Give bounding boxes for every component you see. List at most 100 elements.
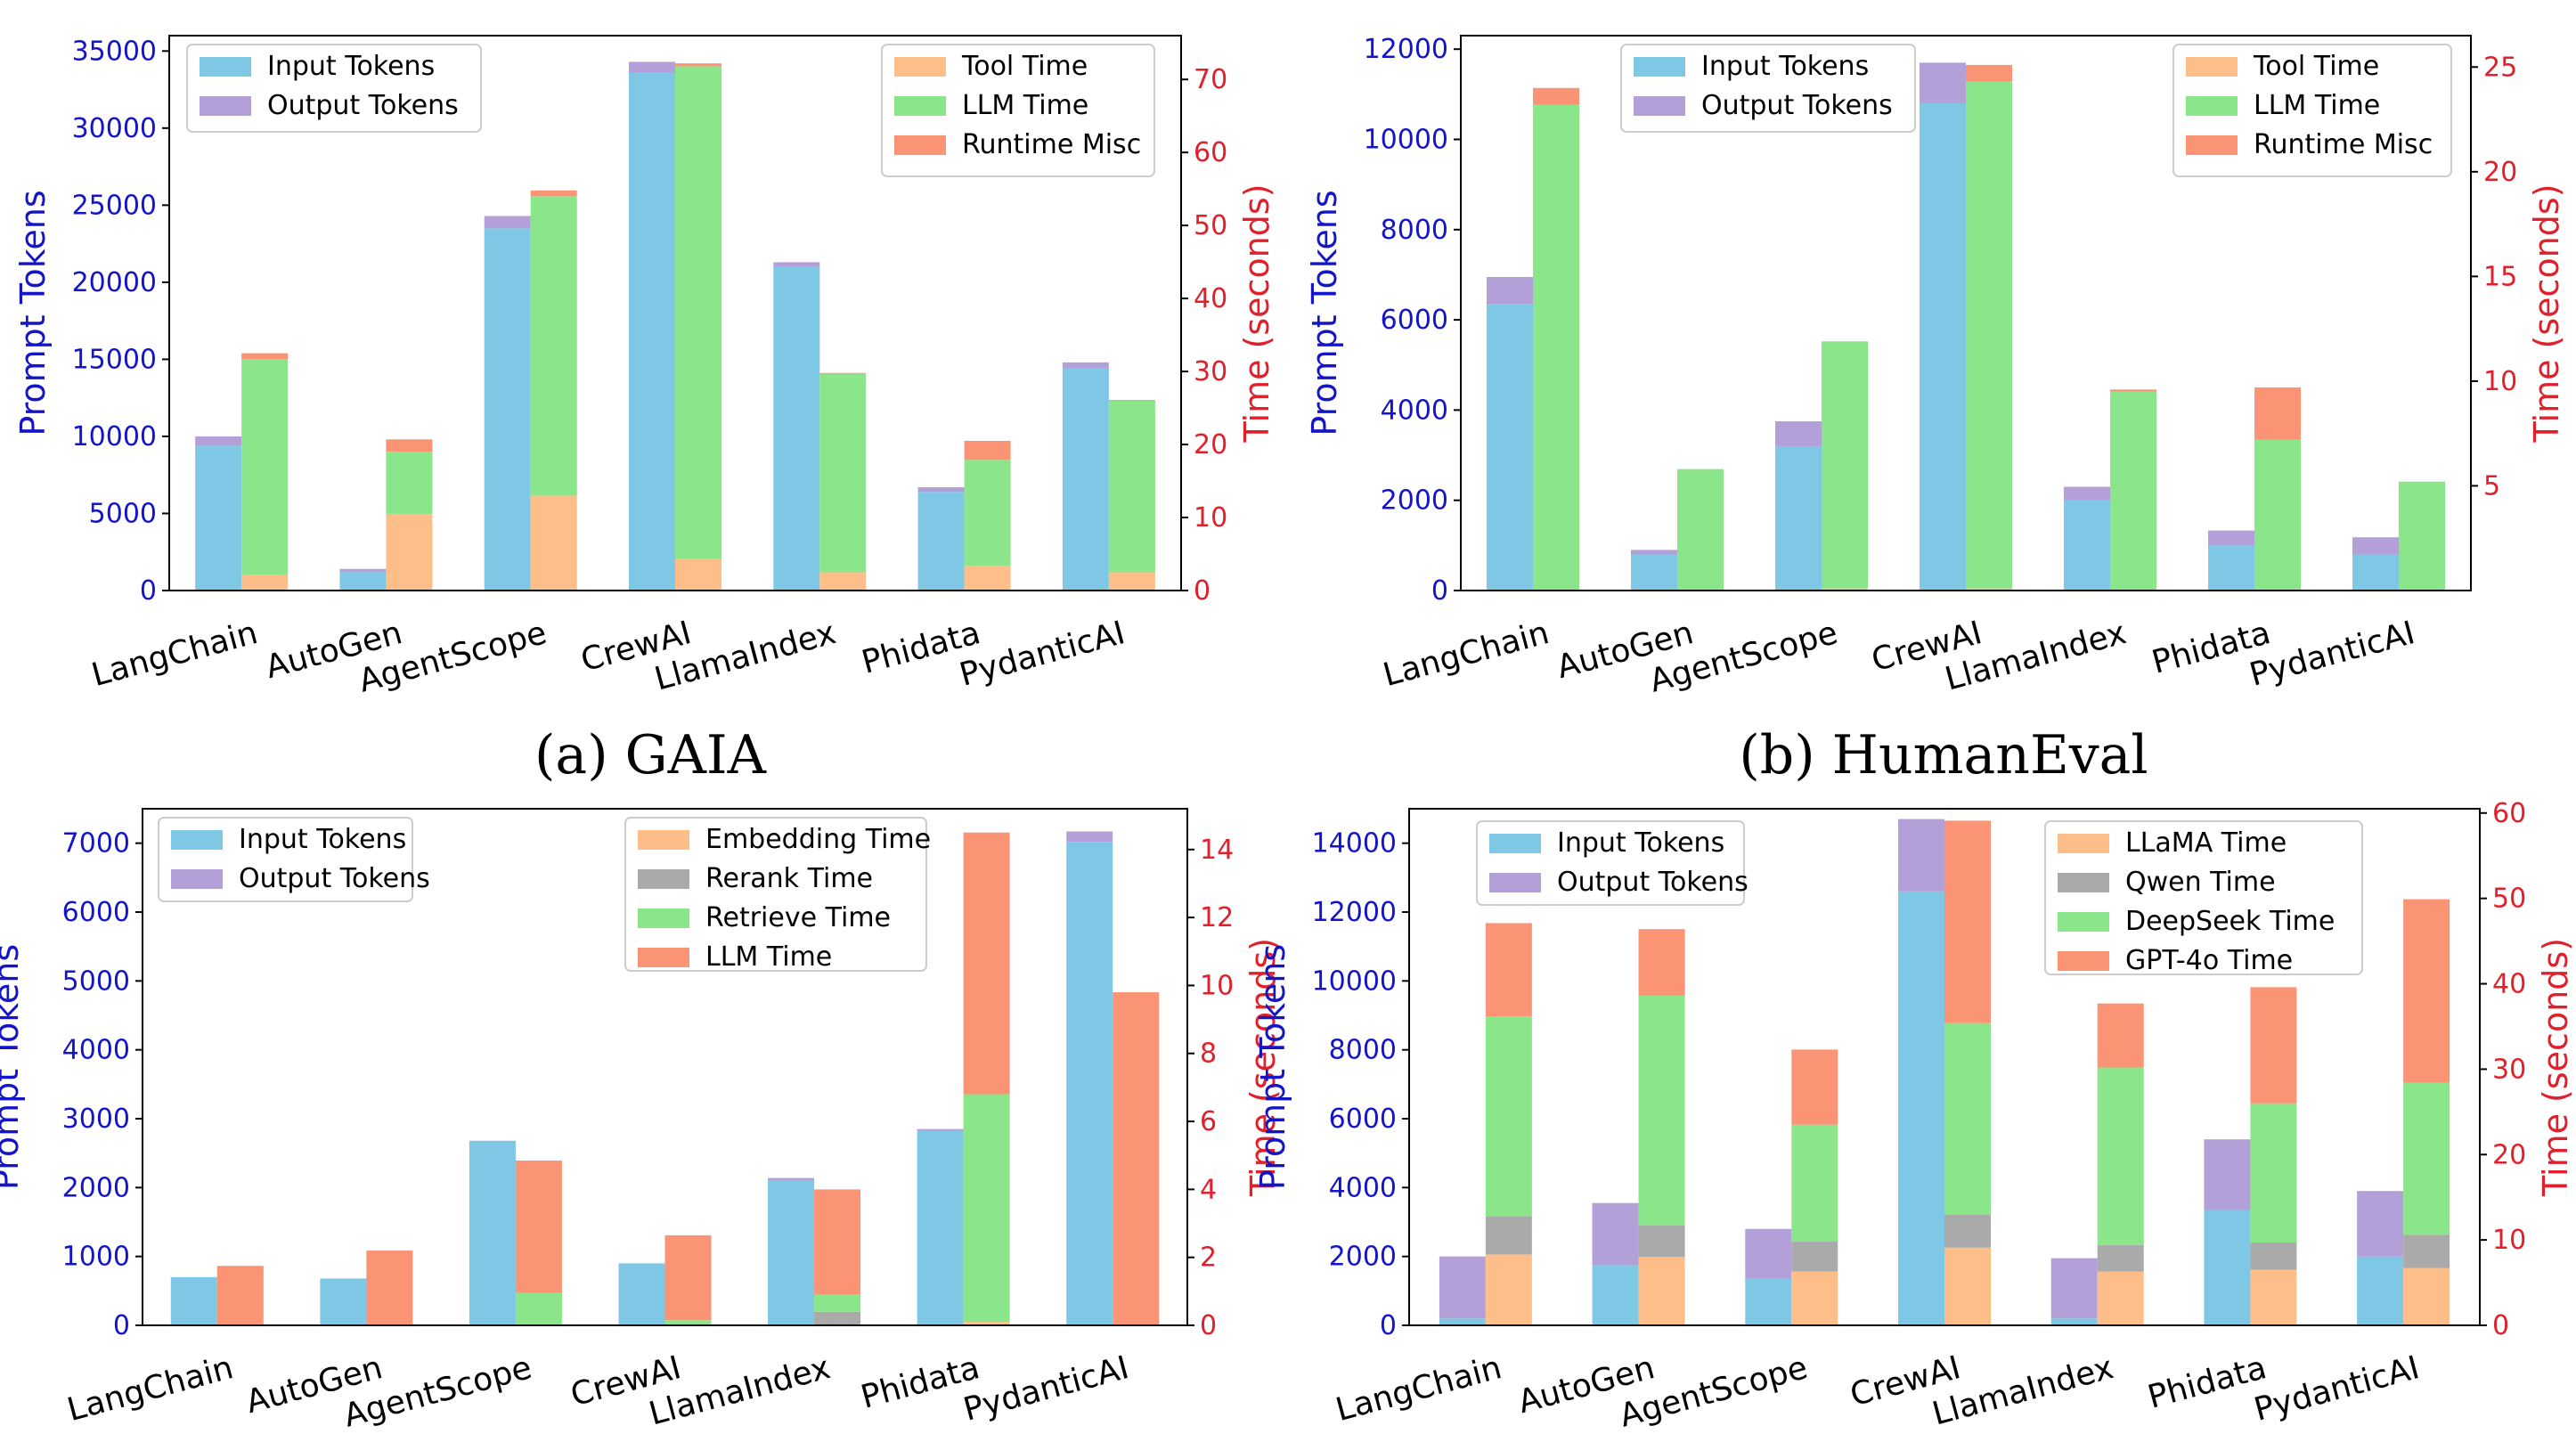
bar-tool-time-crewai [675,558,721,591]
category-label: PydanticAI [956,615,1129,694]
bar-output-tokens-pydanticai [1066,831,1113,843]
bar-runtime-misc-langchain [1533,87,1579,105]
legend-swatch-embedding-time [638,830,689,850]
bar-deepseek-time-pydanticai [2403,1082,2450,1235]
left-tick-label: 4000 [1381,395,1448,426]
legend-swatch-llama-time [2058,834,2109,853]
right-tick-label: 6 [1200,1106,1217,1137]
bar-llm-time-agentscope [515,1160,562,1293]
bar-input-tokens-llamaindex [2064,500,2110,591]
bar-output-tokens-langchain [1487,276,1533,305]
bar-tool-time-agentscope [1822,588,1868,591]
bar-output-tokens-llamaindex [2064,486,2110,501]
bar-retrieve-time-phidata [963,1094,1010,1323]
right-tick-label: 10 [1194,502,1227,534]
right-tick-label: 20 [2483,157,2517,188]
bar-llm-time-llamaindex [814,1189,861,1295]
bar-input-tokens-agentscope [469,1140,516,1325]
bar-qwen-time-pydanticai [2403,1234,2450,1268]
bar-llm-time-llamaindex [2110,391,2156,591]
bar-gpt-4o-time-pydanticai [2403,899,2450,1083]
legend-box [1620,44,1916,133]
bar-llm-time-langchain [241,359,289,574]
legend-label: Output Tokens [1701,90,1893,121]
left-axis-label: Prompt Tokens [13,190,53,436]
bar-runtime-misc-pydanticai [1108,400,1155,401]
chart-panel-humaneval: 0 2000 4000 6000 8000 10000 12000 5 10 15 20 25 Lang… [1305,34,2566,699]
right-tick-label: 40 [1194,283,1227,314]
legend-label: Rerank Time [705,863,873,894]
bar-llm-time-agentscope [530,196,577,496]
bar-input-tokens-autogen [1592,1265,1639,1325]
left-tick-label: 8000 [1329,1035,1397,1066]
right-tick-label: 0 [2492,1310,2509,1341]
legend-swatch-runtime-misc [2186,135,2238,155]
left-tick-label: 6000 [1329,1104,1397,1135]
left-tick-label: 1000 [62,1242,130,1273]
legend-swatch-llm-time [638,948,689,967]
bar-qwen-time-llamaindex [2097,1244,2144,1272]
bar-qwen-time-langchain [1485,1216,1532,1255]
left-tick-label: 0 [1431,575,1448,607]
bar-llm-time-autogen [1677,468,1724,591]
category-label: LangChain [1380,615,1553,694]
left-tick-label: 14000 [1312,828,1397,860]
bar-llm-time-phidata [963,832,1010,1095]
plot-frame [1460,35,2472,591]
right-axis-label: Time (seconds) [2536,938,2575,1197]
right-tick-label: 12 [1200,902,1234,933]
left-tick-label: 6000 [62,897,130,928]
bar-gpt-4o-time-phidata [2250,987,2297,1104]
bar-input-tokens-langchain [170,1276,217,1325]
bar-llm-time-pydanticai [1113,992,1160,1325]
bar-input-tokens-crewai [618,1263,665,1325]
plot-frame [1408,808,2481,1326]
bar-input-tokens-autogen [320,1278,367,1325]
bar-output-tokens-pydanticai [2352,537,2399,555]
legend-time: Tool Time LLM Time Runtime Misc [881,44,1155,177]
legend-swatch-input-tokens [171,830,223,850]
legend-swatch-llm-time [2186,96,2238,116]
left-tick-label: 6000 [1381,305,1448,336]
bar-input-tokens-langchain [1439,1318,1486,1325]
bar-output-tokens-llamaindex [773,262,820,267]
bar-tool-time-autogen [386,513,433,591]
chart-panel-rag: 0 1000 2000 3000 4000 5000 6000 7000 0 2 4 6 8 10 12 14… [0,808,1283,1434]
bar-input-tokens-autogen [1631,554,1677,591]
bar-llm-time-llamaindex [819,373,867,573]
legend-label: Runtime Misc [962,129,1141,160]
right-tick-label: 8 [1200,1039,1217,1070]
legend-swatch-input-tokens [1489,834,1541,853]
legend-label: Runtime Misc [2254,129,2433,160]
bar-gpt-4o-time-autogen [1638,929,1685,996]
bar-retrieve-time-llamaindex [814,1294,861,1312]
bar-gpt-4o-time-agentscope [1791,1049,1838,1125]
bar-input-tokens-agentscope [484,228,531,591]
legend-label: Output Tokens [267,90,459,121]
left-tick-label: 25000 [72,190,157,221]
legend-box [186,44,482,133]
legend-swatch-output-tokens [1634,96,1685,116]
bar-input-tokens-agentscope [1745,1278,1792,1325]
bar-output-tokens-phidata [917,1128,964,1131]
right-tick-label: 14 [1200,835,1234,866]
legend-swatch-runtime-misc [894,135,946,155]
bar-llm-time-phidata [964,460,1011,566]
legend-label: Qwen Time [2125,867,2276,898]
bar-deepseek-time-phidata [2250,1103,2297,1243]
left-tick-label: 2000 [1381,485,1448,517]
bar-output-tokens-llamaindex [2050,1258,2098,1319]
bar-input-tokens-pydanticai [1066,842,1113,1325]
bar-llama-time-phidata [2250,1269,2297,1325]
right-tick-label: 30 [1194,356,1227,387]
right-tick-label: 15 [2483,261,2517,292]
legend-label: Output Tokens [239,863,430,894]
category-label: PydanticAI [959,1349,1132,1429]
bar-runtime-misc-llamaindex [819,372,867,374]
right-tick-label: 60 [2492,798,2526,829]
bar-output-tokens-langchain [1439,1256,1486,1319]
bar-qwen-time-agentscope [1791,1242,1838,1272]
right-tick-label: 0 [1200,1310,1217,1341]
bar-llm-time-phidata [2254,439,2301,591]
